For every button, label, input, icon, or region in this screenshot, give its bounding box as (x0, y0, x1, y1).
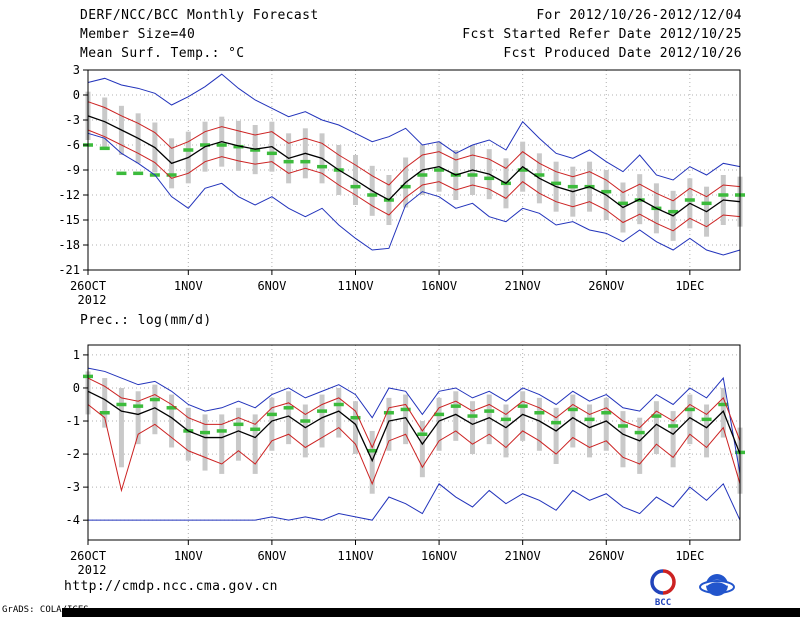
svg-text:6NOV: 6NOV (257, 279, 286, 293)
svg-text:2012: 2012 (78, 293, 107, 307)
cma-logo (699, 574, 735, 596)
cma-logo-globe (706, 574, 728, 596)
page-title: DERF/NCC/BCC Monthly Forecast (80, 8, 319, 23)
svg-text:3: 3 (73, 63, 80, 77)
svg-text:1NOV: 1NOV (174, 549, 203, 563)
bcc-logo: BCC (650, 569, 676, 608)
svg-text:11NOV: 11NOV (337, 549, 373, 563)
svg-text:-18: -18 (58, 238, 80, 252)
svg-text:26NOV: 26NOV (588, 279, 624, 293)
svg-text:-6: -6 (66, 138, 80, 152)
svg-text:26OCT: 26OCT (70, 549, 106, 563)
svg-text:16NOV: 16NOV (421, 549, 457, 563)
svg-text:-4: -4 (66, 513, 80, 527)
svg-text:-12: -12 (58, 188, 80, 202)
svg-text:26OCT: 26OCT (70, 279, 106, 293)
svg-text:21NOV: 21NOV (505, 549, 541, 563)
svg-text:-15: -15 (58, 213, 80, 227)
cma-logo-ring (699, 580, 735, 594)
bcc-logo-label: BCC (655, 598, 671, 608)
svg-text:16NOV: 16NOV (421, 279, 457, 293)
svg-text:0: 0 (73, 381, 80, 395)
svg-text:-2: -2 (66, 447, 80, 461)
bcc-logo-blue-swirl (650, 569, 664, 595)
svg-text:1DEC: 1DEC (675, 279, 704, 293)
svg-text:1NOV: 1NOV (174, 279, 203, 293)
precip-chart-title: Prec.: log(mm/d) (80, 313, 212, 328)
svg-text:-3: -3 (66, 113, 80, 127)
svg-text:0: 0 (73, 88, 80, 102)
svg-text:6NOV: 6NOV (257, 549, 286, 563)
produced-date-label: Fcst Produced Date 2012/10/26 (503, 46, 742, 61)
source-url: http://cmdp.ncc.cma.gov.cn (64, 579, 278, 594)
svg-text:-1: -1 (66, 414, 80, 428)
forecast-range-label: For 2012/10/26-2012/12/04 (536, 8, 742, 23)
svg-text:-21: -21 (58, 263, 80, 277)
svg-text:11NOV: 11NOV (337, 279, 373, 293)
svg-text:-3: -3 (66, 480, 80, 494)
bcc-logo-red-swirl (662, 569, 676, 595)
grads-credit: GrADS: COLA/IGES (2, 605, 89, 615)
svg-text:1: 1 (73, 348, 80, 362)
refer-date-label: Fcst Started Refer Date 2012/10/25 (462, 27, 742, 42)
member-size-label: Member Size=40 (80, 27, 196, 42)
svg-text:2012: 2012 (78, 563, 107, 577)
svg-text:-9: -9 (66, 163, 80, 177)
svg-text:21NOV: 21NOV (505, 279, 541, 293)
footer-strip (62, 608, 800, 617)
temp-chart-title: Mean Surf. Temp.: °C (80, 46, 245, 61)
svg-text:1DEC: 1DEC (675, 549, 704, 563)
svg-text:26NOV: 26NOV (588, 549, 624, 563)
